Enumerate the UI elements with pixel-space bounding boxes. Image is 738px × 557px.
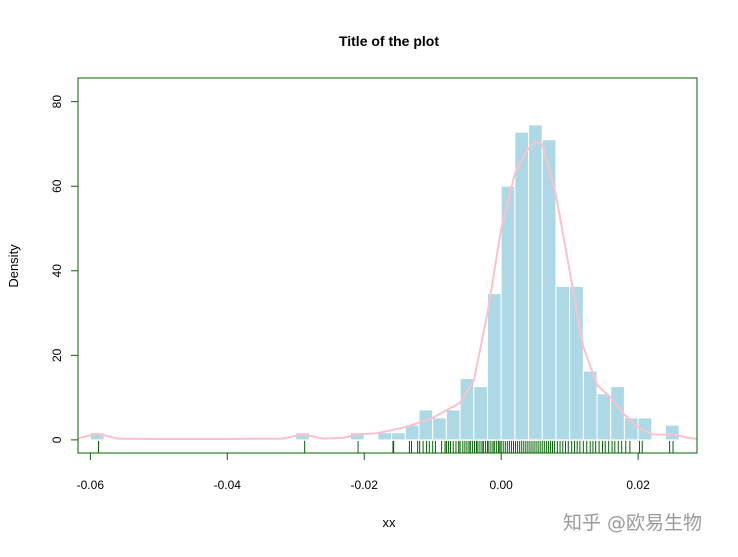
histogram-bar [459, 378, 475, 441]
chart-title: Title of the plot [339, 33, 439, 49]
histogram-bar [445, 409, 461, 441]
histogram-bar [418, 409, 434, 441]
y-tick-label: 0 [50, 436, 64, 443]
x-tick-label: 0.00 [489, 478, 513, 492]
y-tick-label: 80 [50, 95, 64, 109]
histogram-bar [432, 417, 447, 441]
histogram-bar [391, 432, 406, 441]
x-tick-label: 0.02 [626, 478, 650, 492]
histogram-bar [665, 424, 680, 441]
y-axis-label: Density [6, 244, 21, 288]
x-tick-label: -0.06 [77, 478, 105, 492]
histogram-bar [596, 393, 612, 441]
watermark: 知乎 @欧易生物 [563, 512, 703, 534]
histogram-bar [486, 293, 502, 441]
histogram-bar [473, 386, 488, 441]
histogram-bar [555, 285, 571, 441]
histogram-bar [377, 432, 393, 441]
x-tick-label: -0.04 [214, 478, 242, 492]
y-tick-label: 60 [50, 179, 64, 193]
x-axis-label: xx [383, 515, 397, 530]
y-tick-label: 20 [50, 348, 64, 362]
y-tick-label: 40 [50, 264, 64, 278]
x-tick-label: -0.02 [351, 478, 379, 492]
histogram-bar [528, 124, 543, 441]
plot-box [77, 77, 698, 454]
histogram-bar [637, 417, 653, 441]
histogram-bar [514, 131, 530, 441]
density-curve [77, 140, 698, 440]
